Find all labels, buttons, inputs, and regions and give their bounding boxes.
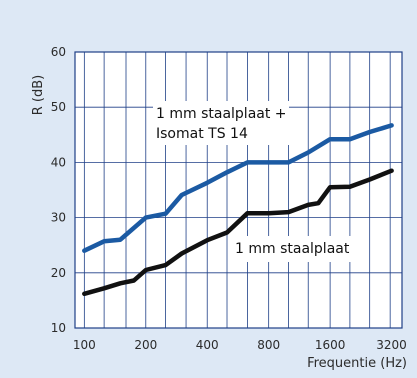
x-tick-label: 100 [73,338,96,352]
annotation-series-1-line: Isomat TS 14 [156,126,248,142]
annotation-series-2-line: 1 mm staalplaat [235,241,350,257]
y-tick-label: 60 [51,45,66,59]
y-axis-title: R (dB) [31,75,46,115]
annotation-series-2-box [232,236,360,262]
x-tick-labels: 100 200 400 800 1600 3200 [73,338,407,352]
series-line-2 [82,168,394,297]
x-tick-label: 3200 [376,338,407,352]
x-tick-label: 1600 [315,338,346,352]
y-tick-label: 30 [51,211,66,225]
series-line-1 [82,123,394,253]
x-axis-title: Frequentie (Hz) [307,356,407,371]
y-tick-label: 10 [51,321,66,335]
y-tick-labels: 10 20 30 40 50 60 [51,45,66,335]
plot-area [75,52,402,328]
x-tick-label: 200 [134,338,157,352]
x-tick-label: 400 [196,338,219,352]
y-tick-label: 40 [51,155,66,169]
annotation-series-1-box [153,101,289,145]
plot-frame [74,51,403,329]
series-annotations: 1 mm staalplaat + Isomat TS 14 1 mm staalp… [153,101,360,262]
horizontal-gridlines [75,106,402,274]
vertical-gridlines [83,52,391,328]
x-tick-label: 800 [257,338,280,352]
series-lines [82,123,394,297]
y-tick-label: 20 [51,266,66,280]
y-tick-label: 50 [51,100,66,114]
annotation-series-1-line: 1 mm staalplaat + [156,106,287,122]
